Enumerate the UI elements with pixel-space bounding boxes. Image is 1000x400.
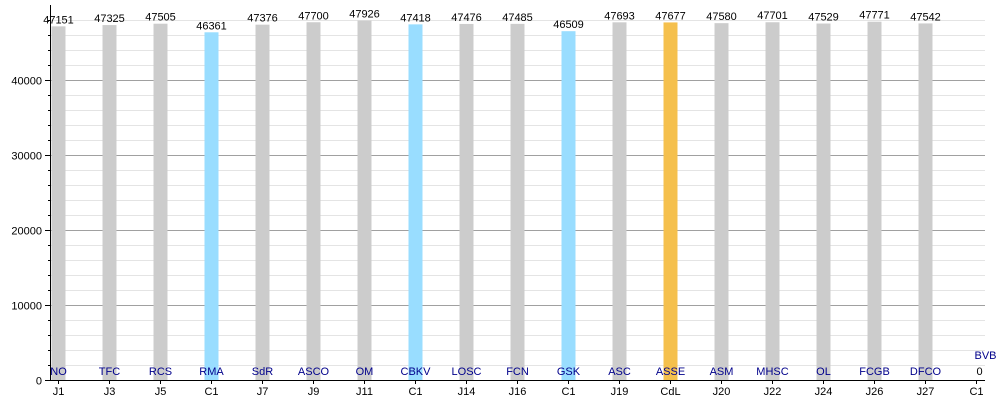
axes-group	[45, 5, 985, 384]
x-category-label: J7	[257, 386, 269, 398]
x-category-label: J27	[917, 386, 935, 398]
bar	[918, 23, 933, 381]
value-label: 47529	[808, 12, 839, 24]
team-label: BVB	[974, 350, 996, 362]
bar	[663, 22, 678, 381]
value-label: 0	[976, 366, 982, 378]
y-tick-label: 0	[36, 376, 42, 388]
value-label: 47485	[502, 12, 533, 24]
bar	[306, 22, 321, 380]
bar	[408, 24, 423, 381]
team-label: MHSC	[756, 366, 788, 378]
x-category-label: J1	[53, 386, 65, 398]
bar	[867, 21, 882, 381]
y-tick-label: 40000	[11, 76, 42, 88]
value-label: 47505	[145, 12, 176, 24]
team-label: ASM	[710, 366, 734, 378]
team-label: CBKV	[401, 366, 432, 378]
bar	[612, 22, 627, 381]
value-label: 47376	[247, 13, 278, 25]
y-tick-label: 30000	[11, 151, 42, 163]
value-label: 47151	[43, 14, 74, 26]
y-tick-label: 10000	[11, 301, 42, 313]
value-label: 47580	[706, 11, 737, 23]
team-label: FCGB	[859, 366, 890, 378]
value-label: 47325	[94, 13, 125, 25]
value-label: 47418	[400, 12, 431, 24]
value-label: 47701	[757, 10, 788, 22]
team-label: LOSC	[452, 366, 482, 378]
value-label: 47693	[604, 10, 635, 22]
bar	[153, 23, 168, 381]
team-label: RCS	[149, 366, 172, 378]
team-label: SdR	[252, 366, 273, 378]
bar	[765, 22, 780, 381]
x-category-label: J19	[611, 386, 629, 398]
x-category-label: C1	[969, 386, 983, 398]
value-label: 46361	[196, 20, 227, 32]
bar	[459, 23, 474, 381]
value-label: 47476	[451, 12, 482, 24]
x-category-label: J16	[509, 386, 527, 398]
bars-group	[51, 20, 933, 381]
labels-group: 0 10000 20000 30000 40000 J1 47151 NO J3 47325 TFC…	[11, 9, 996, 398]
value-label: 47926	[349, 9, 380, 21]
x-category-label: J5	[155, 386, 167, 398]
bar	[51, 26, 66, 381]
team-label: ASC	[608, 366, 631, 378]
x-category-label: C1	[204, 386, 218, 398]
team-label: TFC	[99, 366, 120, 378]
bar	[816, 23, 831, 380]
team-label: DFCO	[910, 366, 942, 378]
y-tick-label: 20000	[11, 226, 42, 238]
x-category-label: J14	[458, 386, 476, 398]
team-label: RMA	[199, 366, 224, 378]
bar	[204, 32, 219, 380]
team-label: OL	[816, 366, 831, 378]
value-label: 47677	[655, 10, 686, 22]
value-label: 47542	[910, 11, 941, 23]
x-category-label: J3	[104, 386, 116, 398]
x-category-label: J9	[308, 386, 320, 398]
team-label: FCN	[506, 366, 529, 378]
team-label: GSK	[557, 366, 581, 378]
x-category-label: CdL	[660, 386, 680, 398]
value-label: 47771	[859, 10, 890, 22]
value-label: 47700	[298, 10, 329, 22]
x-category-label: J11	[356, 386, 373, 398]
bar	[510, 23, 525, 381]
bar	[255, 24, 270, 381]
x-category-label: J24	[815, 386, 833, 398]
x-category-label: J22	[764, 386, 782, 398]
x-category-label: C1	[408, 386, 422, 398]
team-label: NO	[50, 366, 67, 378]
team-label: ASSE	[656, 366, 685, 378]
value-label: 46509	[553, 19, 584, 31]
bar	[714, 23, 729, 381]
x-category-label: J26	[866, 386, 884, 398]
team-label: ASCO	[298, 366, 330, 378]
bar	[561, 31, 576, 381]
bar	[357, 20, 372, 381]
x-category-label: J20	[713, 386, 731, 398]
team-label: OM	[356, 366, 374, 378]
bar	[102, 25, 117, 380]
x-category-label: C1	[561, 386, 575, 398]
